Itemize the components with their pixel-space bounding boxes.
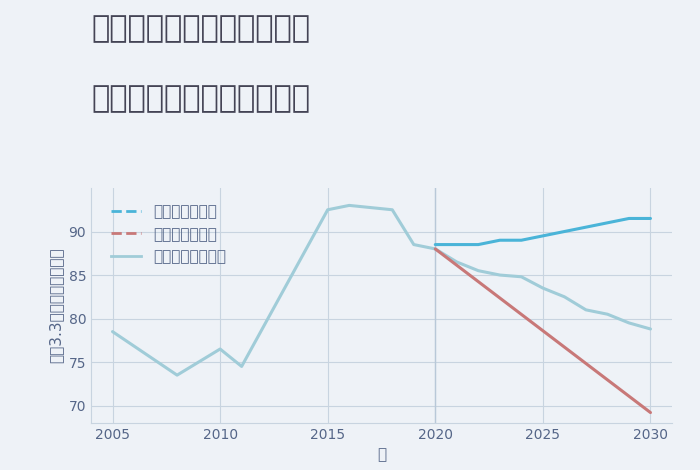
Text: 中古マンションの価格推移: 中古マンションの価格推移: [91, 85, 310, 114]
Text: 千葉県千葉市若葉区原町の: 千葉県千葉市若葉区原町の: [91, 14, 310, 43]
Legend: グッドシナリオ, バッドシナリオ, ノーマルシナリオ: グッドシナリオ, バッドシナリオ, ノーマルシナリオ: [104, 198, 232, 271]
X-axis label: 年: 年: [377, 447, 386, 462]
Y-axis label: 坪（3.3㎡）単価（万円）: 坪（3.3㎡）単価（万円）: [48, 248, 63, 363]
